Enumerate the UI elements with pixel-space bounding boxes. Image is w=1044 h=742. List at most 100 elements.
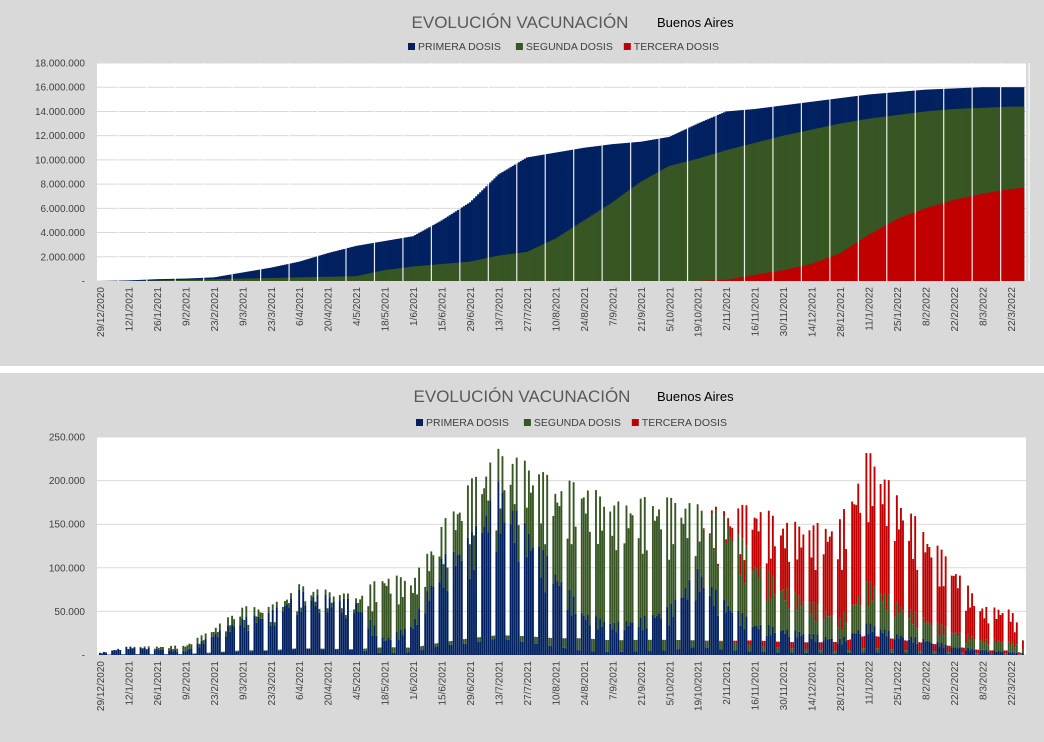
data-bar: [985, 649, 988, 655]
data-bar: [397, 268, 401, 281]
data-bar: [761, 273, 765, 281]
data-bar: [397, 604, 400, 640]
data-bar: [556, 581, 559, 655]
data-bar: [340, 249, 344, 281]
data-bar: [948, 109, 952, 281]
data-bar: [420, 650, 423, 655]
data-bar: [877, 652, 880, 655]
data-bar: [710, 154, 714, 281]
data-bar: [385, 269, 388, 281]
data-bar: [719, 641, 721, 650]
data-bar: [334, 649, 337, 655]
data-bar: [141, 279, 145, 281]
data-bar: [233, 627, 236, 655]
data-bar: [361, 244, 364, 281]
data-bar: [505, 254, 508, 281]
data-bar: [487, 500, 490, 533]
data-bar: [357, 245, 360, 281]
data-bar: [690, 640, 693, 648]
data-bar: [438, 264, 441, 281]
data-bar: [298, 584, 301, 590]
data-bar: [302, 591, 305, 655]
data-bar: [830, 531, 833, 616]
data-bar: [101, 653, 103, 655]
data-bar: [318, 255, 321, 281]
data-bar: [119, 650, 122, 655]
data-bar: [751, 626, 754, 655]
data-bar: [769, 558, 772, 600]
data-bar: [564, 150, 567, 281]
data-bar: [845, 641, 847, 655]
data-bar: [125, 646, 128, 655]
data-bar: [460, 560, 463, 655]
data-bar: [737, 277, 740, 281]
data-bar: [428, 265, 431, 281]
data-bar: [288, 603, 290, 608]
x-tick-label: 29/6/2021: [466, 661, 477, 706]
data-bar: [123, 280, 126, 281]
data-bar: [578, 148, 582, 281]
data-bar: [379, 241, 382, 281]
data-bar: [351, 276, 354, 281]
data-bar: [304, 277, 307, 281]
data-bar: [483, 526, 486, 655]
data-bar: [967, 196, 970, 281]
data-bar: [353, 609, 355, 614]
data-bar: [497, 255, 500, 281]
data-bar: [971, 636, 974, 649]
data-bar: [294, 262, 297, 281]
x-tick-label: 28/12/2021: [836, 287, 847, 337]
data-bar: [416, 624, 419, 655]
data-bar: [542, 244, 545, 281]
data-bar: [788, 637, 791, 655]
data-bar: [265, 650, 268, 651]
data-bar: [710, 280, 714, 281]
data-bar: [389, 639, 392, 655]
data-bar: [865, 581, 868, 624]
data-bar: [859, 633, 862, 655]
data-bar: [300, 277, 303, 281]
data-bar: [954, 199, 958, 281]
data-bar: [712, 153, 716, 281]
data-bar: [969, 650, 971, 655]
data-bar: [308, 258, 311, 281]
data-bar: [708, 155, 712, 281]
data-bar: [865, 236, 868, 281]
data-bar: [322, 276, 325, 281]
data-bar: [763, 646, 766, 653]
data-bar: [499, 255, 502, 281]
data-bar: [1005, 653, 1008, 655]
data-bar: [674, 164, 677, 281]
data-bar: [395, 268, 399, 281]
data-bar: [347, 247, 350, 281]
data-bar: [568, 229, 571, 281]
data-bar: [780, 535, 782, 592]
data-bar: [611, 629, 614, 655]
x-tick-label: 26/1/2021: [153, 661, 164, 706]
data-bar: [977, 653, 980, 655]
data-bar: [192, 654, 195, 655]
data-bar: [902, 637, 904, 655]
data-bar: [944, 626, 947, 645]
data-bar: [468, 202, 472, 281]
data-bar: [851, 604, 854, 634]
data-bar: [792, 648, 795, 653]
data-bar: [550, 240, 553, 281]
data-bar: [194, 653, 197, 654]
data-bar: [503, 522, 506, 655]
data-bar: [1011, 613, 1014, 642]
data-bar: [900, 114, 903, 281]
data-bar: [832, 653, 835, 655]
data-bar: [365, 244, 368, 281]
data-bar: [839, 123, 842, 281]
data-bar: [615, 550, 618, 633]
data-bar: [806, 642, 809, 650]
data-bar: [314, 601, 317, 607]
data-bar: [883, 225, 887, 281]
data-bar: [257, 616, 260, 655]
data-bar: [479, 259, 482, 281]
data-bar: [928, 641, 931, 655]
data-bar: [501, 172, 504, 281]
data-bar: [832, 255, 836, 281]
data-bar: [269, 621, 272, 626]
